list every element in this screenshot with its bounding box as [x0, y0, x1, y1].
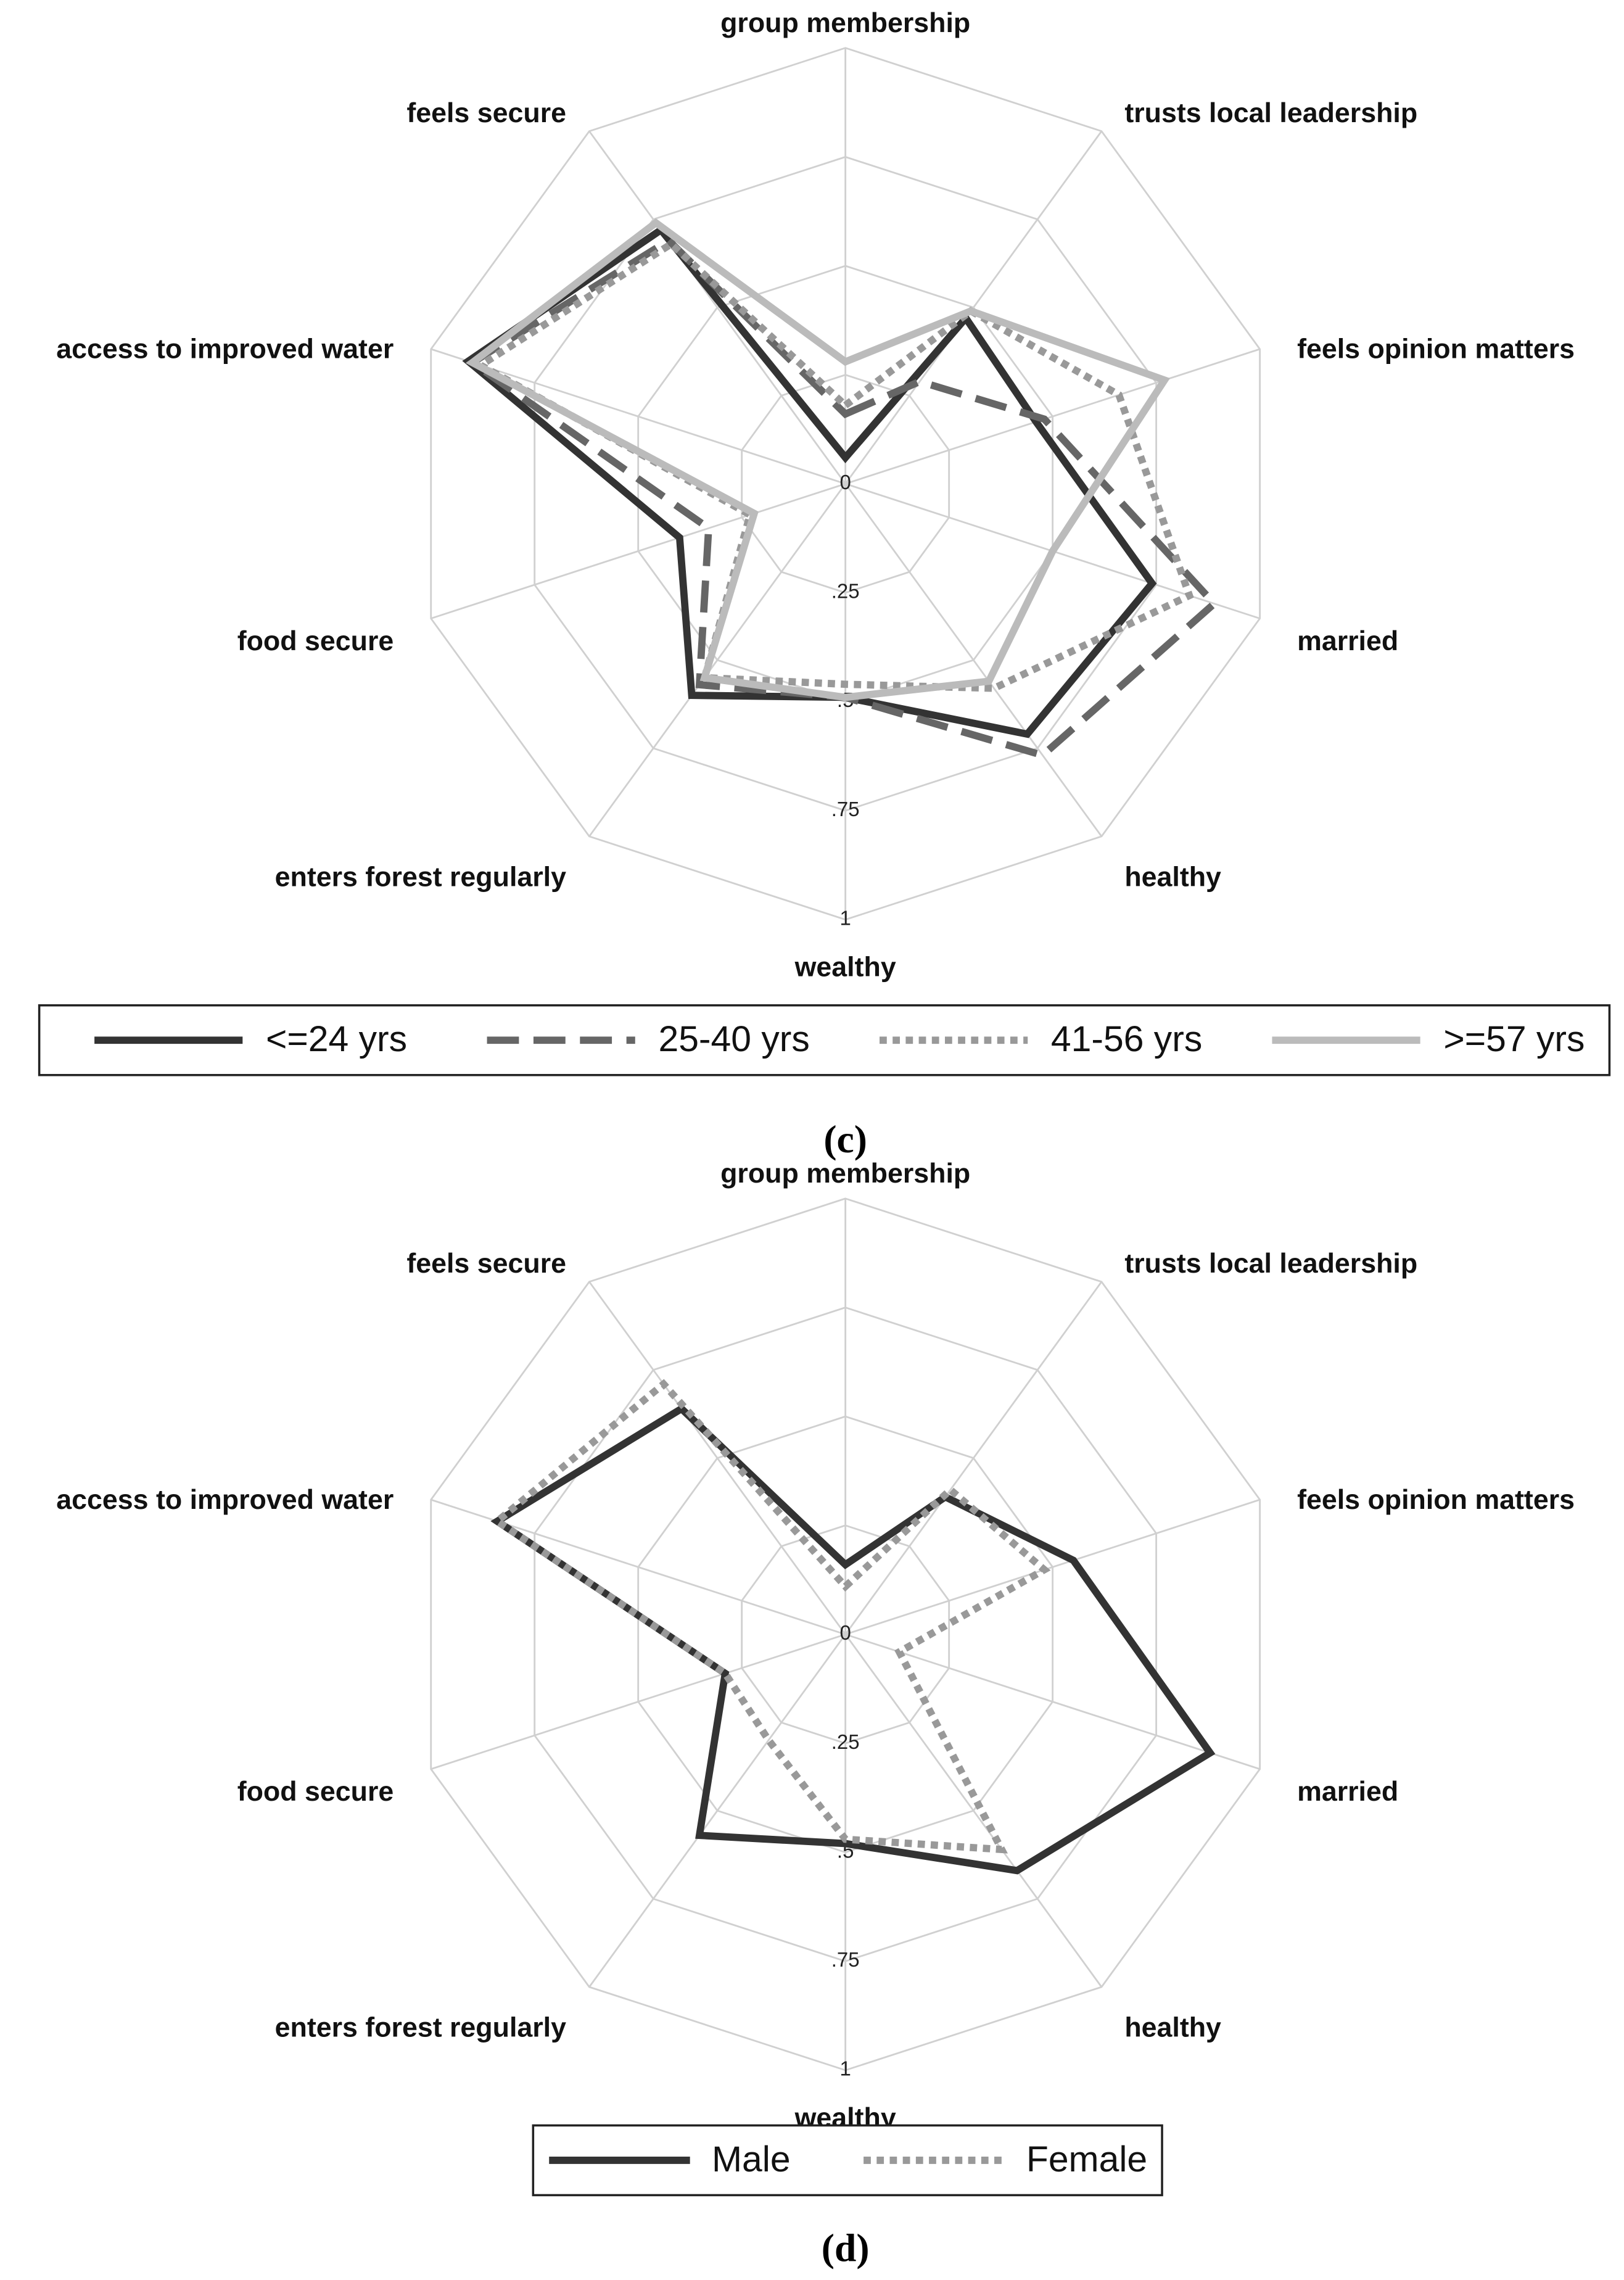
r-tick-label: 1	[839, 906, 851, 929]
spoke	[844, 1634, 1103, 1988]
axis-label: group membership	[720, 1158, 970, 1189]
r-tick-label: .25	[831, 1730, 860, 1753]
axis-label: feels secure	[406, 1248, 566, 1279]
axis-label: enters forest regularly	[275, 861, 566, 892]
spoke	[588, 483, 846, 837]
r-tick-label: 0	[839, 471, 851, 494]
caption: (d)	[822, 2226, 870, 2270]
axis-label: feels secure	[406, 97, 566, 128]
legend-label: >=57 yrs	[1443, 1019, 1585, 1059]
spoke	[588, 130, 846, 485]
axis-label: food secure	[237, 1776, 394, 1807]
axis-label: trusts local leadership	[1124, 97, 1417, 128]
legend-label: <=24 yrs	[266, 1019, 407, 1059]
axis-label: enters forest regularly	[275, 2012, 566, 2043]
legend-label: 41-56 yrs	[1051, 1019, 1202, 1059]
axis-label: access to improved water	[56, 334, 394, 365]
series-line	[473, 239, 1194, 692]
axis-label: wealthy	[794, 952, 896, 983]
spoke	[588, 1634, 846, 1988]
r-tick-label: .75	[831, 1948, 860, 1971]
spoke	[844, 1281, 1103, 1635]
spoke	[431, 348, 846, 485]
axis-label: healthy	[1124, 2012, 1221, 2043]
axis-label: group membership	[720, 7, 970, 38]
r-tick-label: 0	[839, 1621, 851, 1644]
spoke	[845, 1498, 1261, 1635]
legend-label: Female	[1026, 2139, 1147, 2179]
axis-label: feels opinion matters	[1297, 334, 1575, 365]
series-line	[466, 218, 1171, 701]
r-tick-label: .75	[831, 798, 860, 820]
spoke	[588, 1281, 846, 1635]
series-line	[491, 1379, 1051, 1854]
spoke	[845, 348, 1261, 485]
caption: (c)	[823, 1117, 867, 1161]
spoke	[844, 483, 1103, 837]
axis-label: healthy	[1124, 861, 1221, 892]
series-line	[466, 236, 1220, 759]
axis-label: food secure	[237, 626, 394, 656]
series-line	[490, 1404, 1216, 1875]
spoke	[844, 130, 1103, 485]
axis-label: trusts local leadership	[1124, 1248, 1417, 1279]
r-tick-label: .25	[831, 580, 860, 603]
axis-label: married	[1297, 1776, 1398, 1807]
spoke	[431, 482, 846, 619]
legend-label: 25-40 yrs	[658, 1019, 809, 1059]
axis-label: access to improved water	[56, 1484, 394, 1515]
legend-label: Male	[712, 2139, 791, 2179]
spoke	[431, 1634, 846, 1770]
axis-label: married	[1297, 626, 1398, 656]
r-tick-label: 1	[839, 2057, 851, 2080]
axis-label: feels opinion matters	[1297, 1484, 1575, 1515]
spoke	[845, 1634, 1261, 1770]
